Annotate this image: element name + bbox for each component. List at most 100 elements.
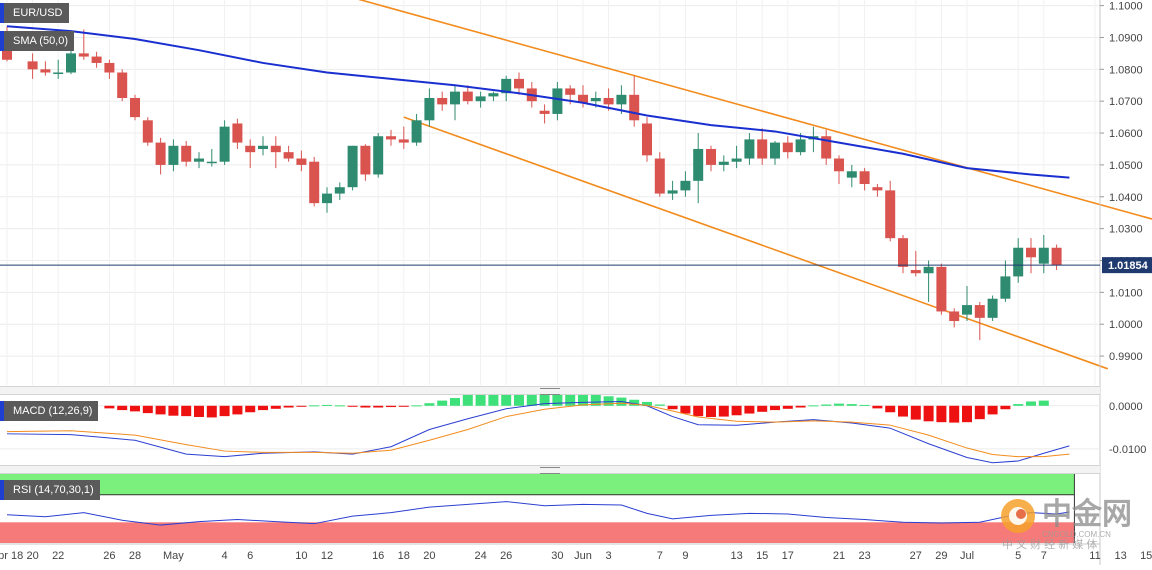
date-tick-label: 16: [372, 550, 384, 562]
macd-histogram-bar: [654, 404, 665, 406]
macd-histogram-bar: [693, 405, 704, 417]
bearish-candle: [642, 123, 652, 156]
macd-histogram-bar: [206, 405, 217, 418]
sma-indicator-label[interactable]: SMA (50,0): [0, 31, 75, 51]
bearish-candle: [821, 136, 832, 159]
rsi-oversold-zone: [0, 522, 1075, 543]
bearish-candle: [91, 56, 102, 63]
macd-tick-label: -0.0100: [1109, 444, 1146, 456]
date-tick-label: 21: [833, 550, 845, 562]
date-tick-label: 3: [606, 550, 612, 562]
macd-histogram-bar: [987, 405, 998, 415]
bullish-candle: [962, 305, 972, 315]
price-tick-label: 1.0800: [1109, 64, 1143, 76]
bearish-candle: [296, 158, 307, 165]
bullish-candle: [667, 190, 678, 194]
macd-histogram-bar: [539, 388, 550, 406]
grip-icon: [540, 388, 560, 395]
macd-histogram-bar: [578, 393, 588, 406]
rsi-indicator-label[interactable]: RSI (14,70,30,1): [0, 480, 100, 500]
date-tick-label: 12: [321, 550, 333, 562]
bearish-candle: [757, 139, 768, 159]
date-tick-label: 26: [500, 550, 512, 562]
bearish-candle: [130, 97, 140, 118]
descending-channel[interactable]: [353, 0, 1152, 370]
macd-indicator-label[interactable]: MACD (12,26,9): [0, 401, 99, 421]
macd-histogram-bar: [130, 405, 140, 412]
macd-histogram-bar: [731, 405, 742, 416]
macd-histogram-bar: [552, 390, 563, 406]
price-grid: [0, 0, 1100, 385]
macd-histogram-bar: [168, 405, 179, 416]
macd-histogram-bar: [757, 405, 768, 412]
macd-histogram-bar: [974, 405, 985, 420]
bullish-candle: [680, 180, 691, 191]
macd-histogram-bar: [373, 405, 384, 408]
macd-histogram-bar: [718, 405, 729, 417]
macd-histogram-bar: [270, 405, 281, 409]
grip-icon: [540, 467, 560, 474]
bullish-candle: [1013, 247, 1024, 277]
macd-histogram-bar: [910, 405, 921, 420]
macd-histogram-bar: [104, 405, 115, 409]
bullish-candle: [373, 136, 384, 175]
instrument-label[interactable]: EUR/USD: [0, 3, 69, 23]
date-tick-label: Apr 18: [0, 550, 23, 562]
macd-histogram-bar: [936, 405, 947, 423]
macd-histogram-bar: [488, 390, 499, 406]
date-tick-label: 22: [52, 550, 64, 562]
bullish-candle: [693, 148, 704, 181]
price-tick-label: 0.9900: [1109, 351, 1143, 363]
date-tick-label: 11: [1089, 550, 1100, 562]
date-tick-label: Jun: [574, 550, 592, 562]
bullish-candle: [552, 88, 563, 114]
macd-line: [6, 400, 1070, 464]
date-tick-label: 13: [730, 550, 742, 562]
date-tick-label: 26: [103, 550, 115, 562]
macd-pane-resize-handle[interactable]: [0, 386, 1100, 395]
macd-histogram-bar: [962, 405, 972, 423]
macd-histogram-bar: [603, 396, 614, 406]
bearish-candle: [910, 270, 921, 274]
bullish-candle: [475, 96, 486, 102]
macd-histogram-bar: [834, 403, 844, 406]
macd-histogram-bar: [514, 388, 524, 406]
date-tick-label: 18: [398, 550, 410, 562]
bullish-candle: [1038, 247, 1049, 264]
bullish-candle: [718, 161, 729, 165]
bullish-candle: [488, 93, 499, 97]
cngold-watermark: 中金网 CNGOLD.COM.CN 中 文 财 经 新 媒 体: [998, 490, 1148, 551]
bearish-candle: [578, 94, 588, 103]
cngold-logo-icon: 中金网 CNGOLD.COM.CN 中 文 财 经 新 媒 体: [1001, 497, 1132, 551]
bearish-candle: [270, 145, 281, 153]
macd-histogram-bar: [744, 405, 755, 414]
macd-histogram-bar: [155, 405, 166, 415]
date-tick-label: 15: [756, 550, 768, 562]
macd-histogram-bar: [245, 405, 256, 413]
macd-histogram-bar: [424, 403, 435, 406]
macd-histogram-bar: [1013, 404, 1024, 406]
date-tick-label: 4: [222, 550, 228, 562]
bullish-candle: [770, 142, 780, 159]
bearish-candle: [360, 145, 371, 175]
bullish-candle: [616, 94, 627, 105]
bearish-candle: [603, 97, 614, 105]
macd-histogram-bar: [667, 405, 678, 410]
rsi-pane-resize-handle[interactable]: [0, 465, 1100, 474]
macd-pane: 0.0000 -0.0100: [0, 388, 1146, 464]
rsi-pane: [0, 474, 1075, 543]
date-tick-label: Jul: [960, 550, 974, 562]
macd-histogram-bar: [1000, 405, 1011, 410]
date-tick-label: 15: [1140, 550, 1152, 562]
date-tick-label: 27: [910, 550, 922, 562]
bearish-candle: [936, 266, 947, 312]
macd-histogram-bar: [232, 405, 243, 415]
macd-histogram-bar: [258, 405, 268, 411]
macd-histogram-bar: [565, 391, 576, 406]
date-axis: Apr 1820222628May461012161820242630Jun37…: [0, 543, 1152, 562]
bearish-candle: [974, 305, 985, 318]
bullish-candle: [731, 158, 742, 162]
bearish-candle: [2, 50, 12, 60]
macd-signal-line: [6, 402, 1070, 458]
macd-histogram-bar: [846, 404, 857, 406]
